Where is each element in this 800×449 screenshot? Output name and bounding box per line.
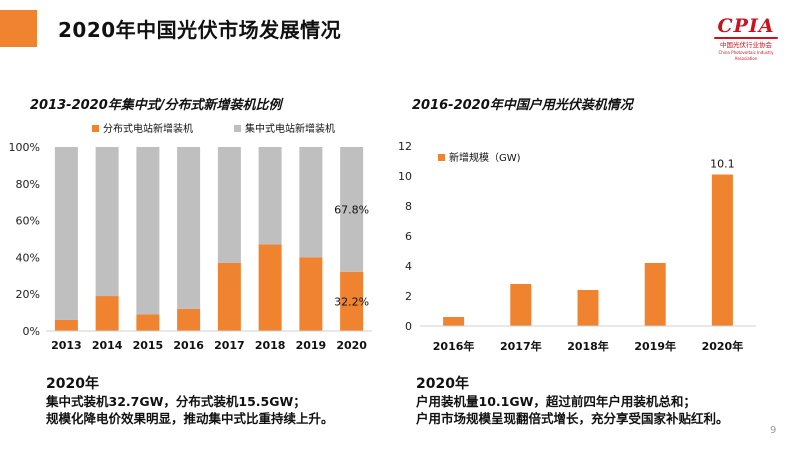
y-tick-label: 6: [405, 230, 412, 243]
bar-segment: [258, 147, 282, 245]
bar-segment: [177, 147, 201, 309]
y-tick-label: 60%: [16, 215, 40, 228]
bar-segment: [340, 271, 364, 331]
x-tick-label: 2019年: [634, 339, 676, 353]
x-tick-label: 2020: [336, 339, 367, 352]
left-note-line-1: 集中式装机32.7GW，分布式装机15.5GW；: [46, 394, 306, 409]
y-tick-label: 80%: [16, 178, 40, 191]
x-tick-label: 2018: [255, 339, 286, 352]
bar-segment: [217, 147, 241, 263]
data-label: 67.8%: [334, 203, 369, 216]
x-tick-label: 2016: [173, 339, 204, 352]
y-tick-label: 2: [405, 290, 412, 303]
right-chart-title: 2016-2020年中国户用光伏装机情况: [412, 98, 633, 113]
x-tick-label: 2015: [133, 339, 164, 352]
y-tick-label: 20%: [16, 288, 40, 301]
header-accent-bar: [0, 10, 37, 47]
legend-label: 新增规模（GW): [449, 151, 521, 164]
left-note-heading: 2020年: [46, 376, 99, 392]
bar: [644, 263, 666, 326]
right-note: 2020年 户用装机量10.1GW，超过前四年户用装机总和； 户用市场规模呈现翻…: [416, 376, 729, 427]
data-label: 32.2%: [334, 295, 369, 308]
right-note-heading: 2020年: [416, 376, 469, 392]
x-tick-label: 2014: [92, 339, 123, 352]
y-tick-label: 0: [405, 320, 412, 333]
bar: [577, 290, 599, 326]
bar-segment: [95, 296, 119, 331]
bar-segment: [54, 319, 78, 331]
legend-label: 分布式电站新增装机: [103, 122, 193, 135]
legend-label: 集中式电站新增装机: [245, 122, 335, 135]
bar-segment: [299, 147, 323, 258]
bar: [443, 317, 465, 326]
bar-segment: [177, 308, 201, 331]
bar: [711, 174, 733, 326]
x-tick-label: 2017: [214, 339, 245, 352]
left-note: 2020年 集中式装机32.7GW，分布式装机15.5GW； 规模化降电价效果明…: [46, 376, 334, 427]
y-tick-label: 0%: [23, 325, 40, 338]
right-note-line-1: 户用装机量10.1GW，超过前四年户用装机总和；: [416, 394, 696, 409]
legend-swatch: [234, 125, 241, 132]
bar-segment: [136, 147, 160, 315]
bar-segment: [54, 147, 78, 320]
page-title: 2020年中国光伏市场发展情况: [58, 18, 342, 42]
x-tick-label: 2020年: [702, 339, 744, 353]
logo-swoosh: [714, 37, 778, 39]
x-tick-label: 2013: [51, 339, 82, 352]
bar-segment: [299, 257, 323, 331]
y-tick-label: 40%: [16, 251, 40, 264]
cpia-logo: CPIA 中国光伏行业协会 China Photovoltaic Industr…: [710, 16, 782, 62]
bar-segment: [95, 147, 119, 297]
bar: [510, 284, 532, 326]
legend-swatch: [92, 125, 99, 132]
logo-mark: CPIA: [717, 15, 775, 37]
left-note-line-2: 规模化降电价效果明显，推动集中式比重持续上升。: [46, 411, 334, 426]
left-chart-title: 2013-2020年集中式/分布式新增装机比例: [30, 98, 282, 113]
logo-name-cn: 中国光伏行业协会: [720, 41, 772, 49]
y-tick-label: 100%: [9, 141, 40, 154]
x-tick-label: 2018年: [567, 339, 609, 353]
y-tick-label: 10: [398, 170, 412, 183]
logo-name-en: China Photovoltaic Industry Association: [718, 50, 774, 61]
bar-segment: [217, 262, 241, 331]
y-tick-label: 12: [398, 140, 412, 153]
data-label: 10.1: [710, 158, 735, 171]
bar-segment: [136, 314, 160, 331]
residential-install-chart: 新增规模（GW) 0 2 4 6 8 10 12 2016年 2017年 2018年 2019年 202…: [398, 140, 756, 353]
x-tick-label: 2019: [296, 339, 327, 352]
stacked-ratio-chart: 分布式电站新增装机 集中式电站新增装机 0% 20% 40% 60% 80% 100% 2013…: [9, 122, 372, 352]
legend-swatch: [438, 154, 445, 161]
y-tick-label: 8: [405, 200, 412, 213]
x-tick-label: 2016年: [433, 339, 475, 353]
bar-segment: [258, 244, 282, 331]
right-note-line-2: 户用市场规模呈现翻倍式增长，充分享受国家补贴红利。: [416, 411, 729, 426]
y-tick-label: 4: [405, 260, 412, 273]
bar-segment: [340, 147, 364, 272]
page-number: 9: [770, 425, 777, 436]
x-tick-label: 2017年: [500, 339, 542, 353]
